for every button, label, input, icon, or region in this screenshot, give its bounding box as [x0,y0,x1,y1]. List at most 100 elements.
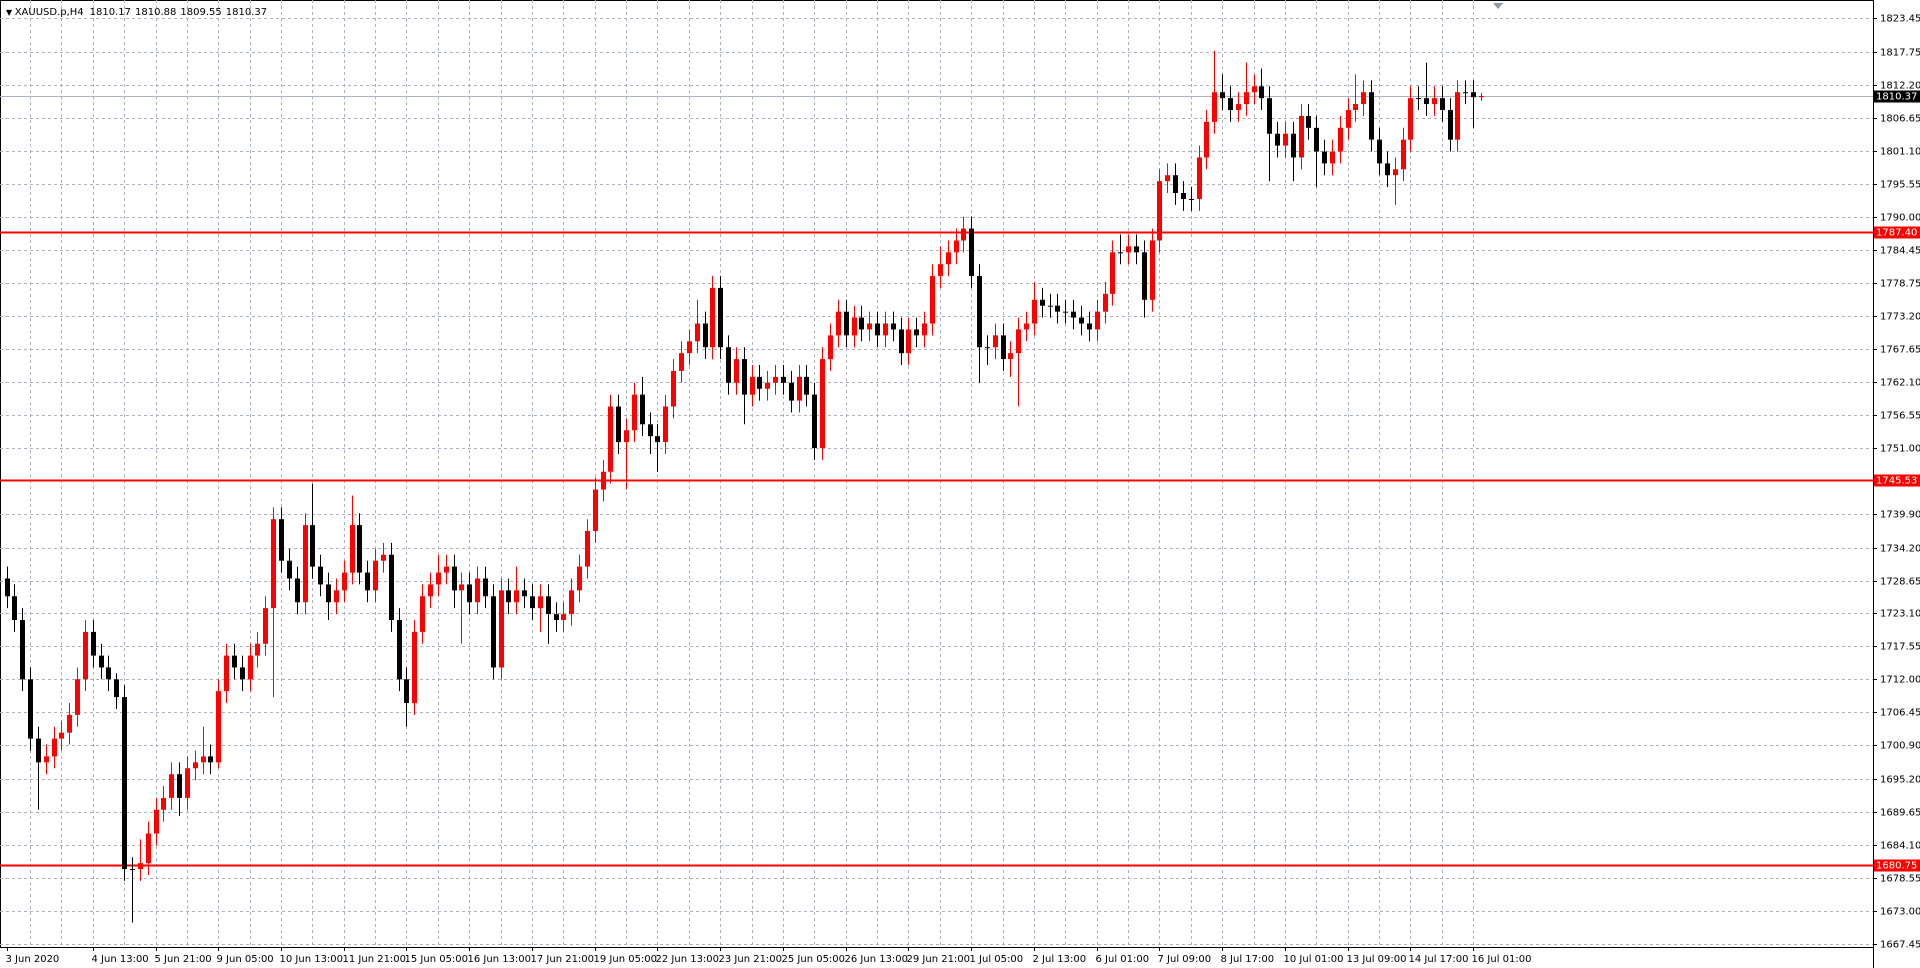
candle-body [59,732,64,739]
candle-body [1142,252,1147,300]
candle-body [914,329,919,336]
candle-body [859,317,864,330]
y-tick-label: 1751.00 [1880,444,1920,455]
candle-body [452,566,457,591]
candle-body [1455,92,1460,140]
candle-body [1095,311,1100,330]
candle-body [240,667,245,680]
x-tick-label: 5 Jun 21:00 [155,954,212,965]
candle-body [1055,305,1060,312]
candle-body [506,590,511,603]
y-tick-label: 1767.65 [1880,345,1920,356]
candle-body [224,655,229,692]
candle-body [561,614,566,621]
candle-body [381,554,386,561]
y-tick-label: 1689.65 [1880,808,1920,819]
candle-body [1063,311,1068,313]
candle-body [1259,86,1264,99]
candle-body [1432,98,1437,105]
candle-body [993,335,998,348]
candle-body [695,323,700,342]
candle-body [742,359,747,395]
candle-body [91,631,96,656]
candle-body [891,323,896,330]
candle-body [1424,98,1429,105]
candle-body [1267,98,1272,134]
candle-body [1479,95,1484,98]
y-tick-label: 1728.65 [1880,577,1920,588]
x-tick-label: 7 Jul 09:00 [1158,954,1212,965]
x-tick-label: 23 Jun 21:00 [719,954,783,965]
x-tick-label: 11 Jun 21:00 [343,954,407,965]
candle-body [83,631,88,680]
candle-body [1110,252,1115,294]
bid-line-tag [1874,90,1920,103]
candle-body [1189,198,1194,200]
levels [0,96,1873,867]
y-tick-label: 1790.00 [1880,213,1920,224]
candle-body [710,287,715,348]
candle-body [820,359,825,449]
x-tick-label: 9 Jun 05:00 [217,954,274,965]
y-tick-label: 1712.00 [1880,675,1920,686]
candle-body [569,590,574,615]
candle-body [812,394,817,449]
bid-line-label: 1810.37 [1876,92,1917,103]
y-tick-label: 1778.75 [1880,279,1920,290]
candle-body [263,608,268,644]
candle-body [1032,299,1037,324]
candle-body [828,335,833,360]
candle-body [122,697,127,870]
candle-body [1463,92,1468,94]
candle-body [1071,311,1076,318]
x-tick-label: 15 Jun 05:00 [405,954,469,965]
candle-body [632,394,637,431]
candle-body [718,287,723,348]
candle-body [161,797,166,810]
candle-body [1016,329,1021,354]
candle-body [985,347,990,349]
candle-body [867,323,872,330]
candle-body [44,756,49,763]
candle-body [797,376,802,401]
candle-body [216,691,221,763]
x-tick-label: 29 Jun 21:00 [907,954,971,965]
y-tick-label: 1684.10 [1880,841,1920,852]
candle-body [499,590,504,668]
y-tick-label: 1784.45 [1880,246,1920,257]
candle-body [852,317,857,336]
candle-body [1040,299,1045,306]
candle-body [1330,151,1335,164]
candle-body [1353,104,1358,111]
candle-body [922,323,927,336]
candle-body [1048,305,1053,307]
y-tick-label: 1823.45 [1880,14,1920,25]
candle-body [483,578,488,597]
candle-body [1291,133,1296,158]
candle-body [1244,92,1249,105]
candle-body [1322,151,1327,164]
candle-body [20,620,25,680]
candle-body [185,768,190,798]
candle-body [514,590,519,603]
y-tick-label: 1801.10 [1880,147,1920,158]
candle-body [404,679,409,704]
candle-body [279,519,284,561]
x-tick-label: 19 Jun 05:00 [594,954,658,965]
candle-body [334,590,339,603]
candle-body [844,311,849,336]
ohlc-low: 1809.55 [180,7,221,18]
level-line-tag [1874,474,1920,487]
candle-body [255,643,260,656]
y-tick-label: 1817.75 [1880,48,1920,59]
candle-body [671,370,676,407]
candle-body [640,394,645,425]
x-tick-label: 8 Jul 17:00 [1221,954,1275,965]
candle-body [946,252,951,265]
candle-body [428,584,433,597]
candle-body [52,738,57,757]
candle-body [1212,92,1217,122]
y-tick-label: 1678.55 [1880,874,1920,885]
candle-body [726,347,731,383]
candle-body [687,341,692,354]
